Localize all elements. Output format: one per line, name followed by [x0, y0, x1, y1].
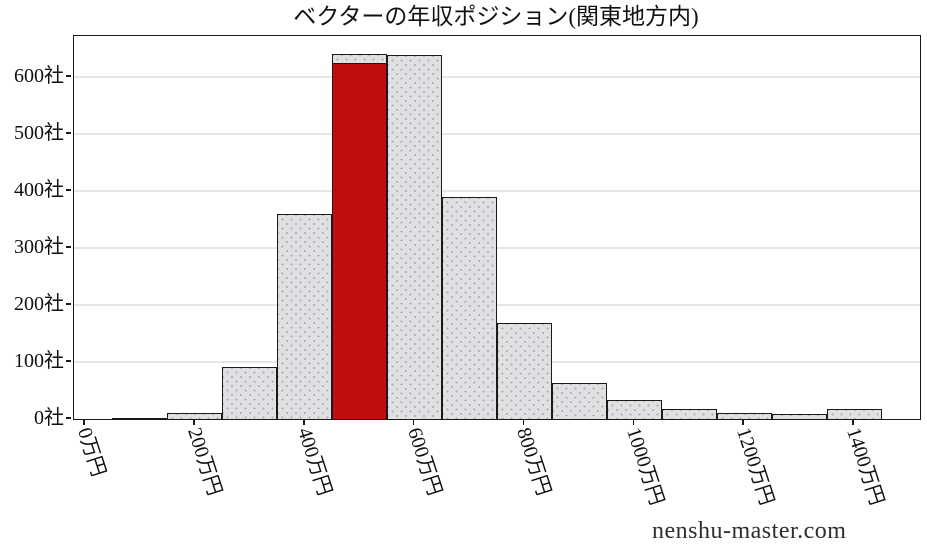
- x-tick-label: 0万円: [73, 425, 110, 480]
- x-tick-mark: [522, 419, 525, 425]
- histogram-bar: [277, 213, 333, 419]
- x-tick-label: 800万円: [512, 425, 556, 499]
- y-gridline: [74, 247, 920, 249]
- y-tick-label: 200社: [14, 293, 64, 315]
- y-tick-mark: [66, 417, 72, 419]
- highlight-bar: [332, 63, 388, 419]
- x-tick-mark: [302, 419, 305, 425]
- x-tick-mark: [852, 419, 854, 425]
- y-tick-label: 400社: [14, 179, 64, 202]
- histogram-bar: [551, 383, 607, 419]
- y-tick-mark: [66, 303, 72, 305]
- y-tick-label: 300社: [14, 236, 64, 259]
- x-tick-mark: [193, 419, 195, 425]
- x-tick-mark: [632, 419, 635, 425]
- y-gridline: [74, 190, 920, 192]
- x-tick-label: 600万円: [402, 425, 446, 499]
- x-tick-mark: [83, 419, 85, 425]
- x-tick-label: 1400万円: [842, 425, 888, 508]
- y-tick-mark: [66, 360, 72, 362]
- x-tick-label: 1000万円: [622, 425, 669, 508]
- histogram-bar: [661, 409, 717, 419]
- histogram-bar: [112, 417, 168, 419]
- y-tick-mark: [66, 246, 72, 248]
- x-tick-mark: [742, 419, 744, 425]
- histogram-bar: [771, 414, 827, 419]
- watermark: nenshu-master.com: [652, 518, 847, 544]
- histogram-bar: [387, 55, 443, 419]
- y-gridline: [74, 133, 920, 135]
- histogram-bar: [167, 412, 223, 419]
- y-tick-label: 100社: [14, 350, 64, 372]
- histogram-bar: [606, 399, 662, 419]
- plot-area: [73, 35, 921, 420]
- histogram-bar: [442, 196, 497, 419]
- x-tick-label: 1200万円: [732, 425, 778, 508]
- x-tick-label: 200万円: [182, 425, 226, 499]
- y-tick-label: 0社: [34, 407, 64, 429]
- x-tick-mark: [412, 419, 415, 425]
- y-tick-mark: [66, 132, 72, 134]
- y-tick-mark: [66, 75, 72, 77]
- histogram-bar: [222, 366, 278, 419]
- y-gridline: [74, 76, 920, 78]
- histogram-bar: [497, 323, 552, 419]
- histogram-bar: [826, 408, 882, 419]
- y-gridline: [74, 304, 920, 306]
- y-tick-mark: [66, 189, 72, 191]
- chart-title: ベクターの年収ポジション(関東地方内): [293, 4, 699, 29]
- y-tick-label: 500社: [14, 122, 64, 145]
- y-tick-label: 600社: [14, 65, 64, 88]
- histogram-bar: [716, 413, 772, 419]
- x-tick-label: 400万円: [292, 425, 336, 499]
